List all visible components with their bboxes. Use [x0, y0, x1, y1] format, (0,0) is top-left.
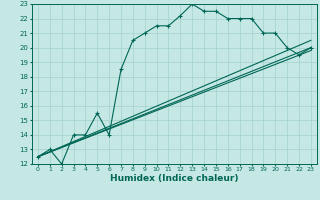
X-axis label: Humidex (Indice chaleur): Humidex (Indice chaleur) [110, 174, 239, 183]
